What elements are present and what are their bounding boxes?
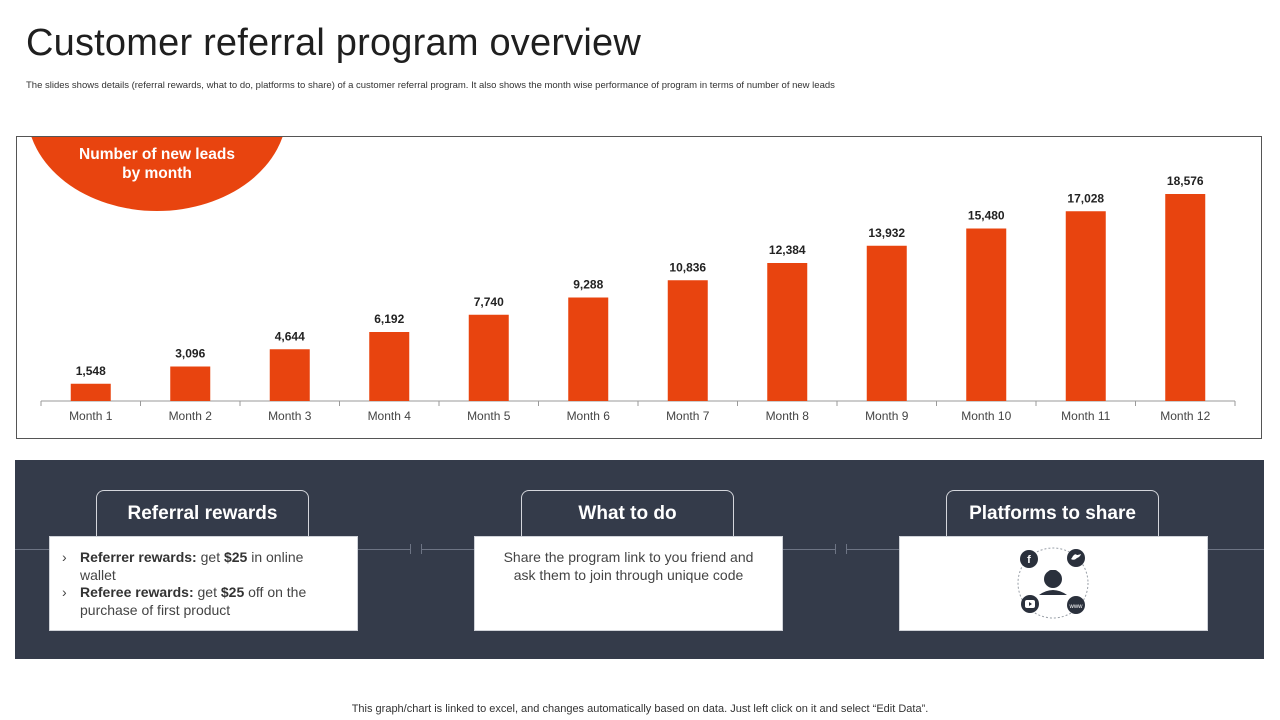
bar-value-label: 1,548	[76, 364, 106, 378]
www-icon-text: www	[1069, 604, 1084, 610]
referee-reward-label: Referee rewards:	[80, 584, 194, 600]
x-tick-label: Month 1	[69, 409, 113, 423]
platforms-to-share-tab: Platforms to share	[946, 490, 1159, 536]
bar-month-10[interactable]	[966, 228, 1007, 402]
footer-note: This graph/chart is linked to excel, and…	[351, 703, 929, 715]
bar-month-9[interactable]	[866, 245, 907, 401]
x-tick-label: Month 6	[567, 409, 611, 423]
x-tick-label: Month 10	[961, 409, 1011, 423]
referrer-reward-pre: get	[196, 549, 224, 565]
rewards-list: Referrer rewards: get $25 in online wall…	[50, 537, 357, 619]
x-tick-label: Month 3	[268, 409, 312, 423]
x-tick-label: Month 4	[368, 409, 412, 423]
platforms-to-share-card: f www	[899, 536, 1208, 631]
youtube-icon	[1021, 595, 1039, 613]
chart-badge-title: Number of new leads by month	[79, 146, 235, 182]
bar-month-11[interactable]	[1065, 211, 1106, 401]
bar-month-1[interactable]	[70, 383, 111, 401]
user-bell-icon	[1039, 570, 1067, 595]
bar-month-7[interactable]	[667, 280, 708, 401]
bar-value-label: 4,644	[275, 329, 305, 343]
bar-value-label: 9,288	[573, 278, 603, 292]
bar-month-2[interactable]	[170, 366, 211, 402]
page-title: Customer referral program overview	[26, 22, 641, 64]
what-to-do-text: Share the program link to you friend and…	[503, 549, 754, 583]
bar-value-label: 18,576	[1167, 174, 1204, 188]
referral-rewards-card: Referrer rewards: get $25 in online wall…	[49, 536, 358, 631]
svg-text:f: f	[1027, 554, 1031, 566]
bar-month-4[interactable]	[369, 332, 410, 401]
page-subtitle: The slides shows details (referral rewar…	[26, 80, 835, 91]
twitter-icon	[1067, 549, 1085, 567]
what-to-do-tab: What to do	[521, 490, 734, 536]
referrer-reward-item: Referrer rewards: get $25 in online wall…	[62, 549, 343, 584]
x-tick-label: Month 8	[766, 409, 810, 423]
bar-value-label: 3,096	[175, 347, 205, 361]
bar-value-label: 17,028	[1067, 191, 1104, 205]
bar-month-6[interactable]	[568, 297, 609, 402]
leads-bar-chart[interactable]: 1,548 Month 1 3,096 Month 2 4,644 Month 3 6,19…	[17, 137, 1262, 439]
x-tick-label: Month 11	[1061, 409, 1110, 423]
x-tick-label: Month 12	[1160, 409, 1210, 423]
x-tick-label: Month 2	[169, 409, 213, 423]
bar-value-label: 12,384	[769, 243, 806, 257]
referee-reward-post: off on the purchase of first product	[80, 584, 307, 618]
program-details-panel: Referral rewards Referrer rewards: get $…	[15, 460, 1264, 659]
bar-month-8[interactable]	[767, 263, 808, 401]
referee-reward-pre: get	[193, 584, 221, 600]
bar-month-3[interactable]	[269, 349, 310, 401]
bar-month-5[interactable]	[468, 314, 509, 401]
referrer-reward-amount: $25	[223, 549, 248, 565]
referee-reward-item: Referee rewards: get $25 off on the purc…	[62, 584, 343, 619]
bar-value-label: 10,836	[669, 260, 706, 274]
x-tick-label: Month 9	[865, 409, 909, 423]
connector-tick	[410, 544, 411, 554]
chart-frame[interactable]: Number of new leads by month 1,548 Month …	[16, 136, 1262, 439]
bar-month-12[interactable]	[1165, 194, 1206, 401]
what-to-do-card: Share the program link to you friend and…	[474, 536, 783, 631]
bar-value-label: 13,932	[868, 226, 905, 240]
bar-value-label: 15,480	[968, 209, 1005, 223]
referrer-reward-post: in online wallet	[80, 549, 304, 583]
x-tick-label: Month 5	[467, 409, 511, 423]
referral-rewards-tab: Referral rewards	[96, 490, 309, 536]
social-share-graphic: f www	[1017, 547, 1089, 619]
referrer-reward-label: Referrer rewards:	[80, 549, 197, 565]
x-tick-label: Month 7	[666, 409, 710, 423]
referee-reward-amount: $25	[220, 584, 245, 600]
connector-tick	[835, 544, 836, 554]
bar-value-label: 6,192	[374, 312, 404, 326]
www-icon: www	[1067, 596, 1085, 614]
bar-value-label: 7,740	[474, 295, 504, 309]
facebook-icon: f	[1020, 550, 1038, 568]
